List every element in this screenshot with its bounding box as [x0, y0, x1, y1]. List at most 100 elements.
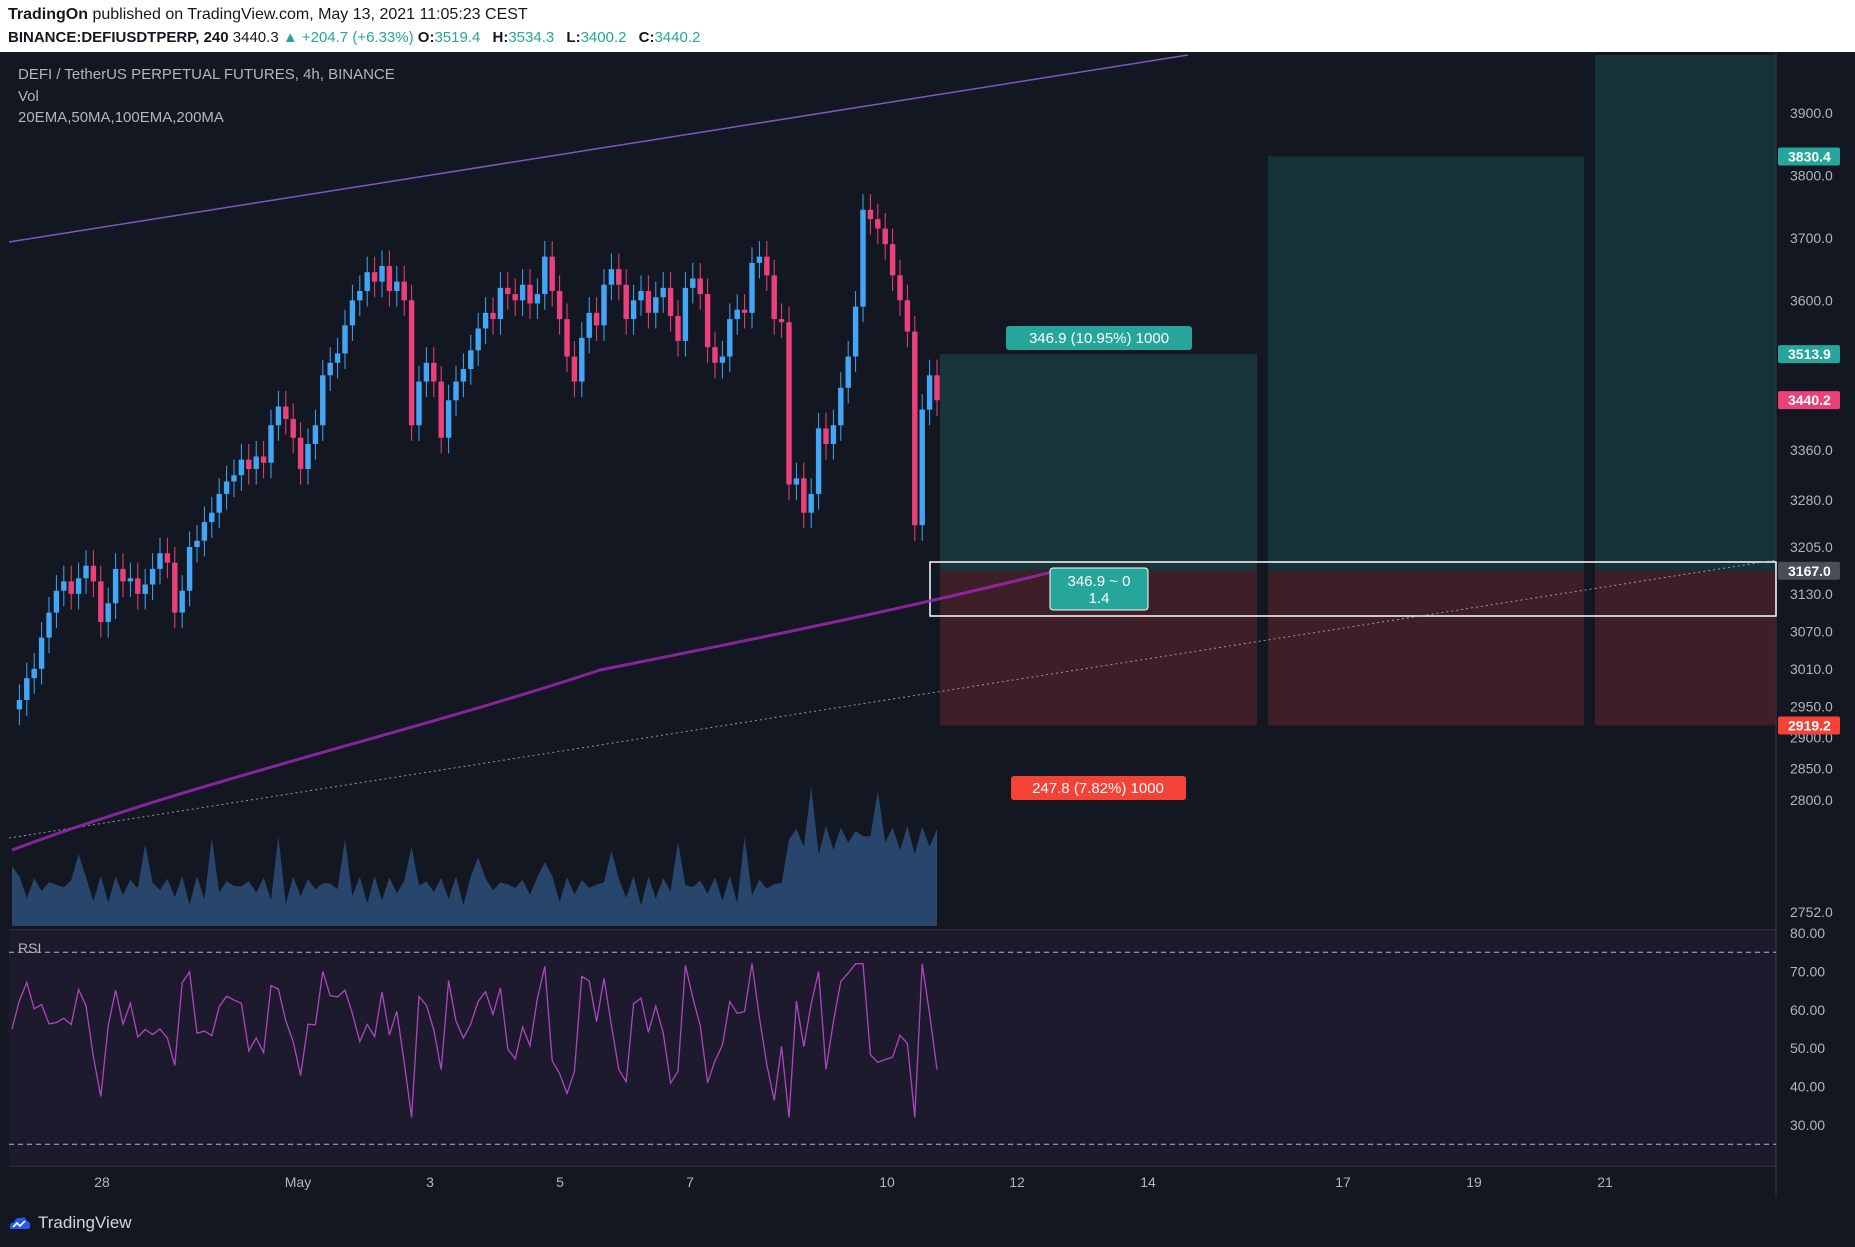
price-tag-label: 2919.2: [1788, 718, 1831, 734]
candle-body: [571, 356, 578, 382]
rsi-tick-label: 80.00: [1790, 925, 1825, 941]
candle-body: [468, 350, 474, 370]
time-tick-label: 19: [1466, 1174, 1482, 1190]
candle-body: [675, 315, 681, 341]
candle-body: [364, 272, 370, 291]
symbol-label: BINANCE:DEFIUSDTPERP, 240: [8, 29, 229, 46]
ma200-line: [11, 568, 1061, 852]
axes: 3900.0 3800.0 3700.0 3600.0 3360.0 3280.0 3205…: [94, 105, 1840, 1190]
price-tick-label: 3360.0: [1790, 442, 1833, 458]
candle-body: [815, 428, 822, 494]
candle-body: [601, 284, 607, 326]
candle-body: [756, 256, 763, 263]
candle-body: [312, 425, 319, 444]
candle-body: [408, 300, 415, 426]
tradingview-logo[interactable]: TradingView: [8, 1213, 132, 1233]
price-tick-label: 3010.0: [1790, 661, 1833, 677]
candle-body: [564, 319, 570, 357]
position-labels: 346.9 (10.95%) 1000 247.8 (7.82%) 1000 3…: [1006, 326, 1192, 800]
last-price: 3440.3: [232, 29, 279, 46]
candle-body: [401, 281, 407, 301]
time-tick-label: 14: [1140, 1174, 1156, 1190]
candle-body: [875, 219, 881, 229]
candle-body: [416, 381, 422, 426]
candle-body: [608, 269, 615, 285]
time-tick-label: 28: [94, 1174, 110, 1190]
candle-body: [882, 228, 888, 245]
candle-body: [579, 337, 585, 382]
candle-body: [209, 512, 215, 523]
candle-body: [31, 668, 37, 679]
footer-bar: [0, 1200, 1855, 1247]
candle-body: [201, 522, 208, 541]
indicators-legend: 20EMA,50MA,100EMA,200MA: [18, 109, 224, 126]
candle-body: [186, 547, 193, 591]
price-tick-label: 2950.0: [1790, 698, 1833, 714]
publisher-name[interactable]: TradingOn: [8, 6, 88, 23]
measure-box: [929, 561, 1777, 617]
candle-body: [934, 375, 940, 401]
close-value: 3440.2: [654, 29, 701, 46]
open-value: 3519.4: [434, 29, 481, 46]
price-tick-label: 3280.0: [1790, 492, 1833, 508]
candle-body: [741, 309, 748, 313]
time-tick-label: 10: [879, 1174, 895, 1190]
chart-canvas[interactable]: 3900.0 3800.0 3700.0 3600.0 3360.0 3280.0 3205…: [0, 52, 1855, 1200]
candle-body: [157, 553, 163, 569]
loss-label-bg: [1011, 776, 1186, 800]
price-tag-bg: [1778, 716, 1840, 735]
candle-body: [38, 637, 45, 669]
rsi-tick-label: 50.00: [1790, 1040, 1825, 1056]
candle-body: [593, 312, 600, 326]
candle-body: [727, 319, 733, 357]
time-tick-label: May: [285, 1174, 311, 1190]
price-tick-label: 3800.0: [1790, 167, 1833, 183]
candle-body: [542, 256, 548, 295]
candle-body: [660, 287, 666, 298]
price-tag-label: 3167.0: [1788, 563, 1831, 579]
candle-body: [53, 590, 60, 613]
candle-body: [453, 381, 459, 401]
candle-body: [231, 475, 237, 482]
footer-brand: TradingView: [38, 1213, 132, 1232]
candle-body: [808, 493, 814, 513]
measure-label-bg: [1049, 567, 1149, 611]
rsi-tick-label: 30.00: [1790, 1117, 1825, 1133]
candle-body: [719, 356, 726, 363]
candle-body: [586, 312, 592, 338]
loss-zone-2: [1268, 570, 1584, 726]
candle-body: [16, 700, 23, 710]
published-text: published on TradingView.com, May 13, 20…: [92, 6, 528, 23]
candle-body: [630, 300, 637, 320]
candle-body: [135, 578, 141, 594]
candle-body: [697, 278, 703, 295]
candle-body: [653, 297, 659, 313]
rsi-pane-bg: [9, 932, 1776, 1164]
candle-body: [764, 256, 770, 276]
candle-body: [246, 459, 252, 469]
rsi-tick-label: 70.00: [1790, 963, 1825, 979]
candle-body: [505, 287, 511, 295]
ohlc-line: BINANCE:DEFIUSDTPERP, 240 3440.3 ▲ +204.…: [8, 29, 708, 46]
candle-body: [83, 565, 89, 579]
candle-body: [490, 312, 496, 320]
candle-body: [142, 584, 148, 594]
profit-zone-3: [1595, 55, 1776, 571]
candle-body: [682, 287, 689, 341]
profit-label-bg: [1006, 326, 1192, 350]
candle-body: [172, 562, 178, 613]
candle-body: [926, 375, 933, 410]
candle-body: [342, 325, 348, 354]
candle-body: [823, 428, 829, 444]
candle-body: [734, 309, 740, 320]
candle-body: [919, 409, 925, 526]
candle-body: [838, 387, 844, 426]
candle-body: [667, 287, 674, 316]
candle-body: [852, 306, 859, 357]
rsi-tick-label: 60.00: [1790, 1002, 1825, 1018]
candle-body: [327, 362, 333, 376]
candle-body: [320, 375, 326, 426]
candle-body: [238, 459, 245, 476]
dotted-trend-line: [8, 559, 1777, 839]
chart-title: DEFI / TetherUS PERPETUAL FUTURES, 4h, B…: [18, 66, 395, 83]
